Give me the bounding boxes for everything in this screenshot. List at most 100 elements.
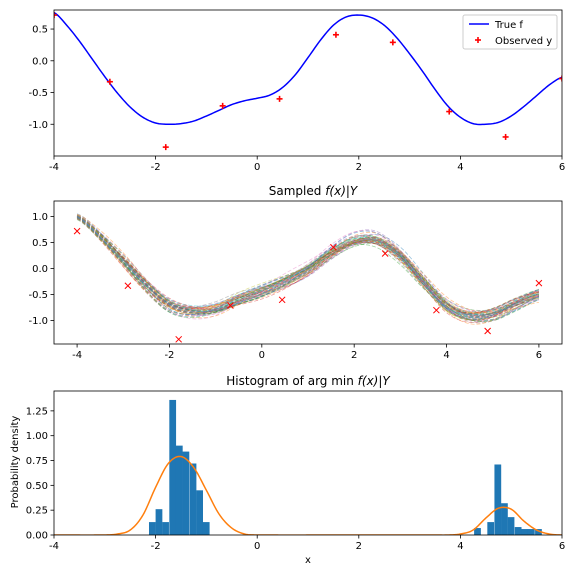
observation-marker (484, 327, 492, 335)
x-tick-label: 2 (356, 162, 362, 173)
posterior-sample (76, 217, 540, 323)
posterior-sample (76, 215, 539, 315)
posterior-sample (76, 216, 539, 320)
posterior-sample (76, 215, 540, 322)
true-f-line (54, 11, 562, 126)
posterior-sample (76, 216, 540, 321)
posterior-sample (76, 215, 540, 322)
axes-frame (53, 390, 563, 536)
histogram-bar (494, 464, 502, 535)
posterior-sample (76, 215, 539, 316)
posterior-sample (76, 214, 539, 312)
series-layer (54, 11, 562, 151)
posterior-sample (76, 213, 540, 321)
x-tick-label: 4 (443, 350, 449, 361)
histogram-bar (474, 528, 481, 535)
posterior-sample (76, 217, 539, 321)
posterior-sample (76, 219, 539, 314)
posterior-sample (76, 217, 540, 320)
posterior-sample (76, 216, 539, 316)
posterior-sample (76, 214, 540, 318)
y-tick-label: 1.00 (26, 431, 48, 442)
observed-point (162, 144, 169, 151)
x-tick-label: 2 (356, 541, 362, 552)
panel-sampled-functions: Sampled f(x)|Y -4 -2 0 2 4 6 1.0 0.5 0.0 -0.5 -1.0 (28, 184, 563, 361)
x-tick-label: -4 (49, 541, 59, 552)
x-tick-label: 2 (351, 350, 357, 361)
posterior-sample (76, 215, 540, 317)
observed-point (446, 108, 453, 115)
posterior-sample (76, 216, 540, 319)
observation-marker (175, 335, 183, 343)
posterior-sample (76, 216, 540, 321)
histogram-bar (169, 399, 177, 535)
axes-frame (53, 200, 563, 345)
posterior-sample (76, 214, 540, 322)
posterior-sample (76, 213, 539, 319)
histogram-layer (54, 399, 562, 535)
posterior-sample (76, 217, 539, 314)
posterior-sample (76, 217, 539, 314)
y-tick-label: -1.0 (28, 120, 48, 131)
histogram-bar (487, 522, 495, 535)
x-tick-label: 0 (254, 541, 260, 552)
posterior-sample (76, 218, 539, 315)
histogram-bar (162, 522, 169, 535)
posterior-sample (76, 215, 539, 319)
observed-point (559, 75, 562, 82)
kde-curve (54, 455, 562, 535)
panel-argmin-histogram: Histogram of arg min f(x)|Y -4 -2 0 2 4 6 0.00… (10, 374, 565, 566)
observed-point (276, 95, 283, 102)
observation-marker (227, 302, 234, 309)
posterior-sample (76, 216, 540, 321)
posterior-sample (76, 215, 539, 316)
observation-marker (124, 282, 132, 290)
x-tick-label: -2 (151, 541, 161, 552)
posterior-sample (76, 216, 540, 319)
legend-plus-marker (475, 37, 481, 43)
posterior-sample (76, 216, 539, 313)
y-tick-label: 0.5 (32, 25, 48, 36)
histogram-bar (501, 503, 508, 535)
posterior-sample (76, 217, 540, 318)
histogram-bar (507, 517, 515, 535)
observed-point (502, 133, 509, 140)
x-tick-label: 0 (259, 350, 265, 361)
posterior-sample (76, 215, 540, 314)
posterior-sample (76, 217, 539, 313)
panel-true-function: -4 -2 0 2 4 6 0.5 0.0 -0.5 -1.0 True f Observed y (28, 9, 565, 173)
plot-area: -4 -2 0 2 4 6 0.00 0.25 0.50 0.75 1.00 1.25 (26, 390, 565, 552)
observed-point (332, 31, 339, 38)
posterior-sample (76, 218, 539, 319)
histogram-bar (527, 529, 535, 535)
y-tick-label: 0.00 (26, 531, 48, 542)
observation-marker (535, 279, 543, 287)
histogram-bar (202, 522, 210, 535)
posterior-sample (76, 214, 540, 318)
histogram-bar (189, 463, 197, 535)
x-tick-label: -4 (49, 162, 59, 173)
y-tick-label: 0.75 (26, 456, 48, 467)
histogram-bar (155, 509, 163, 535)
posterior-sample (76, 216, 540, 318)
y-tick-label: 0.0 (32, 56, 48, 67)
posterior-sample (76, 216, 540, 321)
x-tick-label: 0 (254, 162, 260, 173)
posterior-sample (76, 215, 539, 320)
legend-entry-true-f: True f (494, 20, 523, 31)
panel3-title: Histogram of arg min f(x)|Y (226, 374, 391, 388)
x-axis-label: x (305, 555, 311, 566)
posterior-sample (76, 214, 540, 322)
x-tick-label: -2 (151, 162, 161, 173)
posterior-sample (76, 216, 539, 314)
y-tick-label: 0.5 (32, 238, 48, 249)
observation-marker (433, 306, 440, 314)
histogram-bar (148, 522, 156, 535)
x-tick-label: -4 (72, 350, 82, 361)
posterior-sample (76, 216, 540, 321)
histogram-bar (196, 490, 203, 535)
posterior-sample (76, 217, 540, 321)
histogram-bar (175, 445, 183, 535)
histogram-bar (182, 451, 190, 535)
